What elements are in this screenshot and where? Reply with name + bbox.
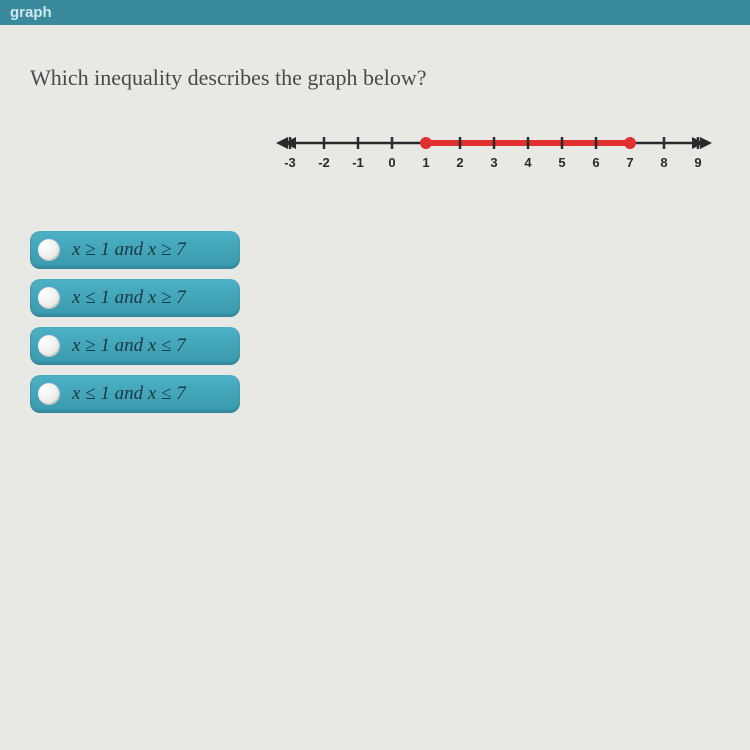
answer-option-c[interactable]: x ≥ 1 and x ≤ 7: [30, 327, 240, 365]
radio-icon: [38, 287, 60, 309]
answer-option-d[interactable]: x ≤ 1 and x ≤ 7: [30, 375, 240, 413]
number-line-graph: -3 -2 -1 0 1 2 3 4 5 6 7 8 9: [270, 121, 720, 181]
header-bar: graph: [0, 0, 750, 25]
svg-text:-3: -3: [284, 155, 296, 170]
answer-text-a: x ≥ 1 and x ≥ 7: [72, 239, 186, 261]
answer-list: x ≥ 1 and x ≥ 7 x ≤ 1 and x ≥ 7 x ≥ 1 an…: [30, 231, 720, 413]
main-content: Which inequality describes the graph bel…: [0, 25, 750, 453]
radio-icon: [38, 335, 60, 357]
radio-icon: [38, 383, 60, 405]
svg-text:8: 8: [660, 155, 667, 170]
number-line-svg: -3 -2 -1 0 1 2 3 4 5 6 7 8 9: [270, 121, 750, 181]
svg-text:0: 0: [388, 155, 395, 170]
answer-option-b[interactable]: x ≤ 1 and x ≥ 7: [30, 279, 240, 317]
radio-icon: [38, 239, 60, 261]
svg-text:6: 6: [592, 155, 599, 170]
answer-option-a[interactable]: x ≥ 1 and x ≥ 7: [30, 231, 240, 269]
svg-text:7: 7: [626, 155, 633, 170]
svg-text:2: 2: [456, 155, 463, 170]
header-title: graph: [10, 4, 52, 21]
svg-text:-1: -1: [352, 155, 364, 170]
svg-text:5: 5: [558, 155, 565, 170]
svg-text:4: 4: [524, 155, 532, 170]
answer-text-c: x ≥ 1 and x ≤ 7: [72, 335, 186, 357]
svg-text:3: 3: [490, 155, 497, 170]
svg-text:1: 1: [422, 155, 429, 170]
svg-text:-2: -2: [318, 155, 330, 170]
question-text: Which inequality describes the graph bel…: [30, 65, 720, 91]
answer-text-b: x ≤ 1 and x ≥ 7: [72, 287, 186, 309]
answer-text-d: x ≤ 1 and x ≤ 7: [72, 383, 186, 405]
svg-text:9: 9: [694, 155, 701, 170]
